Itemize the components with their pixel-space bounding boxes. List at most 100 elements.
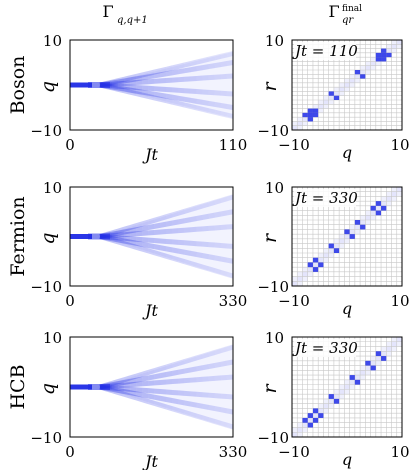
offdiag-cell	[297, 422, 303, 428]
diag-cell	[381, 351, 387, 357]
branch-segment	[184, 367, 192, 374]
annotation-text: Jt = 330	[292, 189, 358, 207]
xlabel: Jt	[142, 301, 158, 320]
annotation-bg	[294, 339, 356, 357]
bright-cell	[312, 108, 319, 113]
cone-fill	[100, 345, 233, 429]
diag-cell	[354, 375, 361, 380]
branch-segment	[105, 235, 113, 243]
diag-cell	[349, 379, 355, 385]
bright-cell	[302, 417, 308, 423]
ylabel: q	[37, 383, 59, 395]
branch-segment	[196, 413, 204, 421]
branch-segment	[183, 259, 192, 266]
xtick-label-right: 330	[219, 443, 248, 461]
branch-segment	[105, 230, 113, 238]
diag-cell	[297, 276, 303, 282]
diag-cell	[391, 191, 397, 197]
branch-segment	[220, 210, 228, 217]
ytick-label-bottom: −10	[257, 122, 289, 140]
branch-segment	[177, 257, 186, 265]
diag-cell	[333, 394, 340, 399]
branch-segment	[129, 393, 137, 401]
offdiag-cell	[354, 78, 361, 83]
offdiag-cell	[349, 384, 355, 390]
branch-segment	[208, 362, 216, 370]
branch-segment	[129, 227, 137, 234]
ytick-label-bottom: −10	[30, 122, 62, 140]
annotation-bg	[294, 189, 356, 207]
offdiag-cell	[344, 389, 350, 395]
offdiag-cell	[318, 403, 324, 409]
branch-segment	[190, 97, 198, 104]
diag-cell	[375, 205, 382, 211]
xtick-label-right: 10	[390, 443, 409, 461]
offdiag-cell	[365, 220, 371, 225]
branch-segment	[189, 261, 198, 268]
branch-segment	[135, 221, 144, 229]
branch-segment	[129, 243, 137, 250]
branch-segment	[99, 232, 107, 239]
ytick-label-top: 10	[43, 32, 62, 50]
diag-cell	[328, 95, 334, 100]
branch-segment	[196, 214, 204, 221]
bright-cell	[307, 262, 313, 268]
diag-cell	[370, 210, 376, 216]
ytick-label-bottom: −10	[257, 429, 289, 447]
branch-segment	[171, 210, 180, 218]
branch-segment	[141, 241, 149, 248]
branch-segment	[208, 266, 216, 274]
branch-segment	[141, 219, 150, 227]
branch-segment	[226, 60, 234, 66]
branch-segment	[111, 230, 119, 237]
bright-cell	[365, 360, 371, 366]
diag-cell	[328, 398, 334, 404]
branch-segment	[165, 253, 174, 261]
branch-segment	[159, 245, 167, 252]
offdiag-cell	[297, 432, 303, 437]
offdiag-cell	[328, 403, 334, 409]
branch-segment	[202, 64, 210, 71]
branch-segment	[214, 62, 222, 69]
branch-segment	[117, 390, 125, 397]
ytick-label-top: 10	[43, 179, 62, 197]
panel-right-hcb: Jt = 330 10 −10 r −10 10 q	[257, 329, 409, 469]
branch-segment	[153, 373, 161, 380]
branch-segment	[177, 408, 186, 415]
bright-cell	[344, 229, 350, 235]
offdiag-cell	[381, 196, 387, 202]
offdiag-cell	[297, 125, 303, 130]
xtick-label-left: 0	[65, 443, 75, 461]
branch-segment	[202, 56, 210, 64]
branch-segment	[153, 68, 162, 75]
branch-segment	[165, 362, 174, 370]
branch-segment	[184, 96, 192, 103]
branch-segment	[99, 82, 107, 89]
branch-segment	[129, 390, 137, 397]
xlabel: q	[342, 450, 352, 469]
bright-cell	[307, 422, 313, 428]
xtick-label-right: 110	[219, 136, 248, 154]
branch-segment	[220, 196, 228, 203]
panel-right-boson: Jt = 110 10 −10 r −10 10 q	[257, 32, 409, 162]
bright-cell	[312, 417, 319, 423]
offdiag-cell	[339, 82, 345, 88]
offdiag-cell	[339, 243, 345, 249]
diag-cell	[365, 365, 371, 371]
offdiag-cell	[292, 427, 298, 433]
offdiag-cell	[297, 117, 303, 122]
branch-segment	[105, 83, 113, 91]
branch-segment	[135, 371, 144, 379]
diag-cell	[318, 257, 324, 263]
branch-segment	[172, 219, 180, 226]
diag-cell	[307, 267, 313, 272]
branch-segment	[123, 88, 131, 95]
branch-segment	[123, 77, 131, 84]
bright-cell	[307, 108, 313, 113]
xtick-label-left: −10	[278, 443, 310, 461]
branch-segment	[208, 100, 216, 107]
offdiag-cell	[302, 267, 308, 272]
offdiag-cell	[391, 346, 397, 352]
branch-segment	[171, 99, 180, 107]
diag-cell	[297, 121, 303, 126]
